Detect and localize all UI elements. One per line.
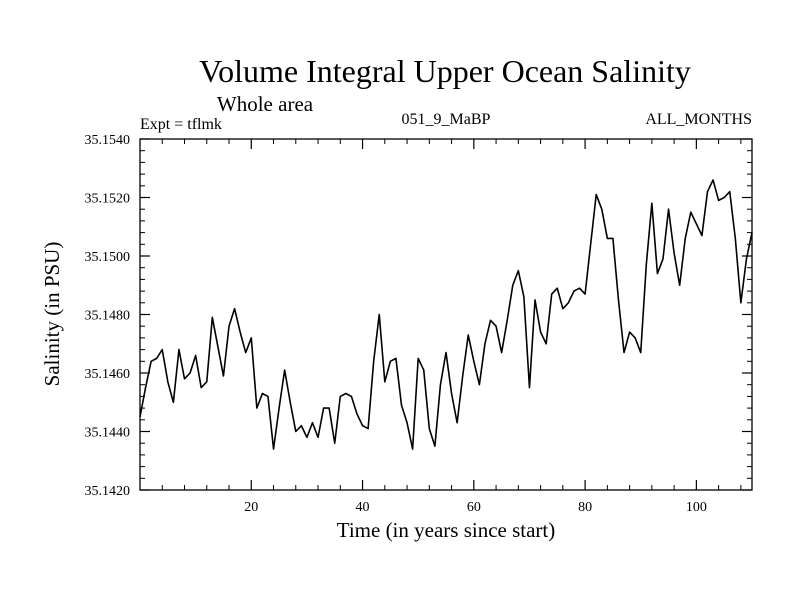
- y-tick-label: 35.1480: [85, 309, 131, 324]
- header-left-expt: Expt = tflmk: [140, 116, 222, 133]
- header-center-run: 051_9_MaBP: [402, 111, 491, 128]
- y-tick-labels: 35.1420 35.1440 35.1460 35.1480 35.1500 35.15…: [85, 133, 131, 499]
- y-tick-label: 35.1440: [85, 426, 131, 441]
- x-minor-ticks: [161, 139, 742, 490]
- y-tick-label: 35.1520: [85, 192, 131, 207]
- y-axis-label: Salinity (in PSU): [40, 242, 64, 387]
- y-tick-label: 35.1420: [85, 484, 131, 499]
- y-tick-label: 35.1460: [85, 367, 131, 382]
- x-tick-labels: 20 40 60 80 100: [244, 500, 707, 515]
- chart-subtitle: Whole area: [217, 92, 314, 116]
- salinity-series-line: [139, 179, 753, 450]
- y-major-ticks: [140, 138, 752, 491]
- x-tick-label: 80: [578, 500, 592, 515]
- header-right-months: ALL_MONTHS: [645, 111, 752, 128]
- y-tick-label: 35.1540: [85, 133, 131, 148]
- y-tick-label: 35.1500: [85, 250, 131, 265]
- x-tick-label: 20: [244, 500, 258, 515]
- x-major-ticks: [250, 139, 697, 490]
- y-minor-ticks: [140, 150, 752, 479]
- x-tick-label: 100: [686, 500, 707, 515]
- x-tick-label: 40: [356, 500, 370, 515]
- x-tick-label: 60: [467, 500, 481, 515]
- chart-title: Volume Integral Upper Ocean Salinity: [199, 53, 691, 89]
- plot-frame: [139, 138, 753, 491]
- x-axis-label: Time (in years since start): [337, 518, 556, 542]
